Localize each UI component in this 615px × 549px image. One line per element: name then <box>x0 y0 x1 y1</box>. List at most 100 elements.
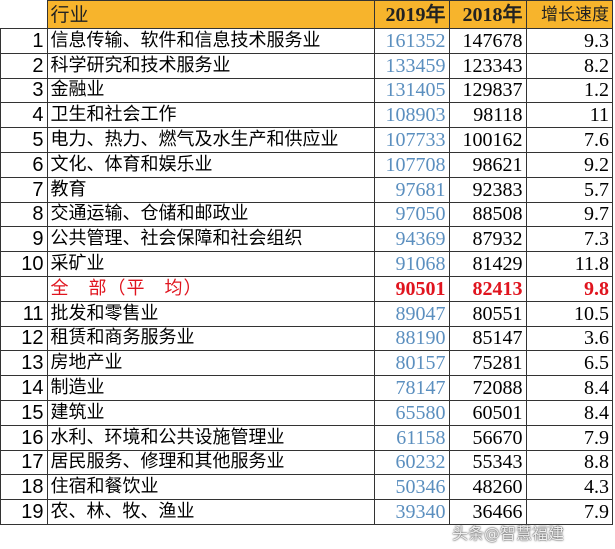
cell-y2019: 39340 <box>373 499 450 525</box>
cell-industry: 租赁和商务服务业 <box>46 325 375 352</box>
cell-y2018: 82413 <box>448 275 527 302</box>
cell-growth: 8.4 <box>525 375 613 401</box>
table-row: 10 采矿业 91068 81429 11.8 <box>0 251 613 277</box>
cell-growth: 10.5 <box>525 300 613 327</box>
cell-industry: 农、林、牧、渔业 <box>46 499 375 525</box>
cell-growth: 4.3 <box>525 474 613 501</box>
cell-y2019: 108903 <box>373 102 450 129</box>
cell-rank: 2 <box>0 52 48 79</box>
cell-y2019: 61158 <box>373 424 450 451</box>
table-header: 行业 2019年 2018年 增长速度 <box>0 0 613 29</box>
cell-industry: 全 部（平 均） <box>46 275 375 302</box>
cell-industry: 文化、体育和娱乐业 <box>46 151 375 178</box>
cell-y2018: 88508 <box>448 201 527 228</box>
cell-industry: 批发和零售业 <box>46 300 375 327</box>
cell-rank: 7 <box>0 176 48 203</box>
cell-industry: 科学研究和技术服务业 <box>46 52 375 79</box>
cell-rank: 3 <box>0 77 48 104</box>
cell-y2018: 80551 <box>448 300 527 327</box>
cell-y2018: 129837 <box>448 77 527 104</box>
table-row: 11 批发和零售业 89047 80551 10.5 <box>0 300 613 327</box>
cell-growth: 8.8 <box>525 449 613 476</box>
cell-industry: 金融业 <box>46 77 375 104</box>
table-row: 14 制造业 78147 72088 8.4 <box>0 375 613 401</box>
table-row: 3 金融业 131405 129837 1.2 <box>0 77 613 104</box>
cell-rank: 6 <box>0 151 48 178</box>
cell-growth: 9.8 <box>525 275 613 302</box>
cell-y2019: 89047 <box>373 300 450 327</box>
cell-y2019: 94369 <box>373 226 450 253</box>
cell-y2018: 81429 <box>448 251 527 277</box>
cell-industry: 制造业 <box>46 375 375 401</box>
cell-rank: 12 <box>0 325 48 352</box>
table-row: 17 居民服务、修理和其他服务业 60232 55343 8.8 <box>0 449 613 476</box>
cell-rank: 14 <box>0 375 48 401</box>
cell-y2019: 90501 <box>373 275 450 302</box>
cell-y2019: 88190 <box>373 325 450 352</box>
cell-growth: 7.6 <box>525 127 613 153</box>
cell-rank: 8 <box>0 201 48 228</box>
cell-rank: 19 <box>0 499 48 525</box>
average-row: 全 部（平 均） 90501 82413 9.8 <box>0 275 613 302</box>
table-row: 9 公共管理、社会保障和社会组织 94369 87932 7.3 <box>0 226 613 253</box>
table-row: 18 住宿和餐饮业 50346 48260 4.3 <box>0 474 613 501</box>
cell-rank <box>0 275 48 302</box>
cell-y2018: 60501 <box>448 399 527 426</box>
table-row: 7 教育 97681 92383 5.7 <box>0 176 613 203</box>
cell-y2019: 65580 <box>373 399 450 426</box>
cell-y2018: 147678 <box>448 28 527 54</box>
cell-industry: 住宿和餐饮业 <box>46 474 375 501</box>
cell-y2019: 97681 <box>373 176 450 203</box>
table-row: 8 交通运输、仓储和邮政业 97050 88508 9.7 <box>0 201 613 228</box>
table-row: 6 文化、体育和娱乐业 107708 98621 9.2 <box>0 151 613 178</box>
header-rank <box>0 0 48 29</box>
cell-y2019: 50346 <box>373 474 450 501</box>
cell-growth: 5.7 <box>525 176 613 203</box>
cell-growth: 8.2 <box>525 52 613 79</box>
table-row: 12 租赁和商务服务业 88190 85147 3.6 <box>0 325 613 352</box>
table-row: 16 水利、环境和公共设施管理业 61158 56670 7.9 <box>0 424 613 451</box>
cell-y2018: 72088 <box>448 375 527 401</box>
header-growth: 增长速度 <box>525 0 613 29</box>
cell-rank: 11 <box>0 300 48 327</box>
cell-growth: 11 <box>525 102 613 129</box>
cell-growth: 7.9 <box>525 499 613 525</box>
cell-growth: 7.9 <box>525 424 613 451</box>
cell-y2018: 85147 <box>448 325 527 352</box>
cell-industry: 卫生和社会工作 <box>46 102 375 129</box>
cell-rank: 13 <box>0 350 48 377</box>
cell-growth: 8.4 <box>525 399 613 426</box>
cell-y2018: 36466 <box>448 499 527 525</box>
cell-y2019: 161352 <box>373 28 450 54</box>
watermark: 头条@智慧福建 <box>452 524 565 543</box>
cell-growth: 3.6 <box>525 325 613 352</box>
cell-y2018: 123343 <box>448 52 527 79</box>
cell-growth: 11.8 <box>525 251 613 277</box>
cell-growth: 9.7 <box>525 201 613 228</box>
cell-rank: 1 <box>0 28 48 54</box>
cell-y2019: 107708 <box>373 151 450 178</box>
cell-growth: 7.3 <box>525 226 613 253</box>
cell-rank: 15 <box>0 399 48 426</box>
cell-industry: 教育 <box>46 176 375 203</box>
cell-y2019: 107733 <box>373 127 450 153</box>
cell-rank: 16 <box>0 424 48 451</box>
cell-y2019: 80157 <box>373 350 450 377</box>
cell-industry: 房地产业 <box>46 350 375 377</box>
cell-rank: 17 <box>0 449 48 476</box>
cell-y2019: 91068 <box>373 251 450 277</box>
cell-y2018: 92383 <box>448 176 527 203</box>
wage-table: 行业 2019年 2018年 增长速度 1 信息传输、软件和信息技术服务业 1613… <box>0 0 613 525</box>
cell-growth: 1.2 <box>525 77 613 104</box>
cell-industry: 电力、热力、燃气及水生产和供应业 <box>46 127 375 153</box>
cell-y2018: 75281 <box>448 350 527 377</box>
cell-rank: 10 <box>0 251 48 277</box>
cell-growth: 9.2 <box>525 151 613 178</box>
table-row: 15 建筑业 65580 60501 8.4 <box>0 399 613 426</box>
table-row: 1 信息传输、软件和信息技术服务业 161352 147678 9.3 <box>0 28 613 54</box>
header-industry: 行业 <box>46 0 375 29</box>
cell-industry: 建筑业 <box>46 399 375 426</box>
cell-y2018: 55343 <box>448 449 527 476</box>
cell-growth: 6.5 <box>525 350 613 377</box>
cell-y2018: 56670 <box>448 424 527 451</box>
